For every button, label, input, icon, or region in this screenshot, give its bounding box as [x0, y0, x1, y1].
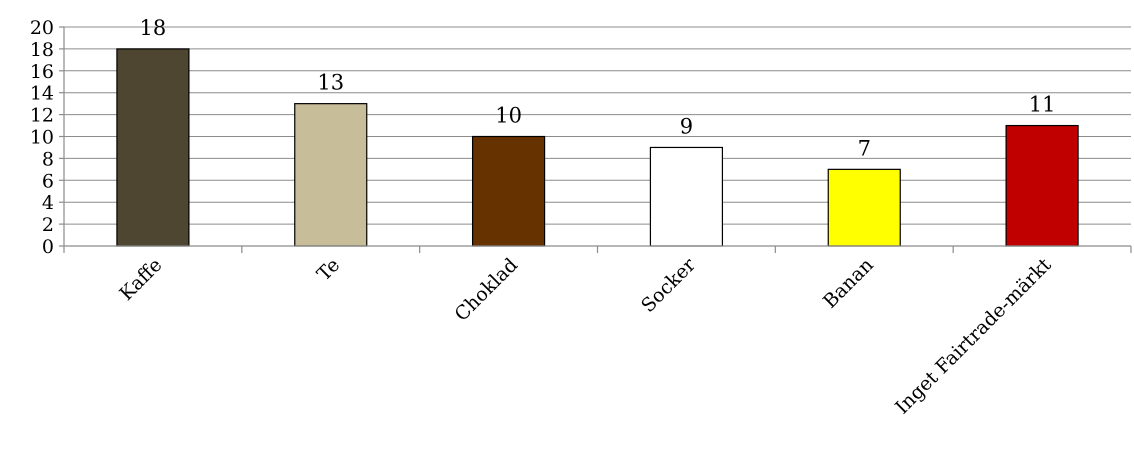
x-axis-ticks: Kaffe Te Choklad Socker Banan Inget Fairtrade…: [115, 253, 1056, 418]
data-label: 7: [858, 136, 871, 160]
y-tick-label: 12: [30, 105, 54, 127]
y-tick-label: 6: [42, 170, 54, 192]
bar-choklad: [471, 135, 546, 247]
data-label: 11: [1029, 93, 1056, 117]
y-tick-label: 16: [30, 61, 54, 83]
y-tick-label: 4: [42, 192, 54, 214]
y-tick-label: 18: [30, 39, 54, 61]
bar-inget-fairtrade-m-rkt: [1005, 124, 1079, 247]
y-tick-label: 2: [42, 214, 54, 236]
y-tick-label: 0: [42, 236, 54, 258]
bars: [116, 48, 1079, 247]
y-tick-label: 20: [30, 17, 54, 39]
data-labels: 18 13 10 9 7 11: [140, 16, 1056, 160]
x-tick-label: Banan: [819, 254, 878, 313]
bar-banan: [827, 168, 901, 247]
x-tick-label: Kaffe: [115, 254, 166, 305]
data-label: 13: [317, 71, 344, 95]
gridlines: [64, 26, 1131, 225]
y-tick-label: 8: [42, 148, 54, 170]
x-tick-label: Choklad: [450, 254, 522, 326]
y-tick-label: 10: [30, 127, 54, 149]
data-label: 10: [495, 104, 522, 128]
bar-te: [294, 103, 368, 247]
x-tick-label: Inget Fairtrade-märkt: [891, 254, 1056, 419]
bar-kaffe: [116, 48, 190, 247]
y-tick-label: 14: [30, 83, 54, 105]
axes: [63, 27, 1132, 253]
x-tick-label: Socker: [637, 253, 701, 317]
data-label: 18: [140, 16, 167, 40]
data-label: 9: [680, 114, 693, 138]
bar-socker: [649, 146, 724, 247]
x-tick-label: Te: [313, 254, 344, 285]
